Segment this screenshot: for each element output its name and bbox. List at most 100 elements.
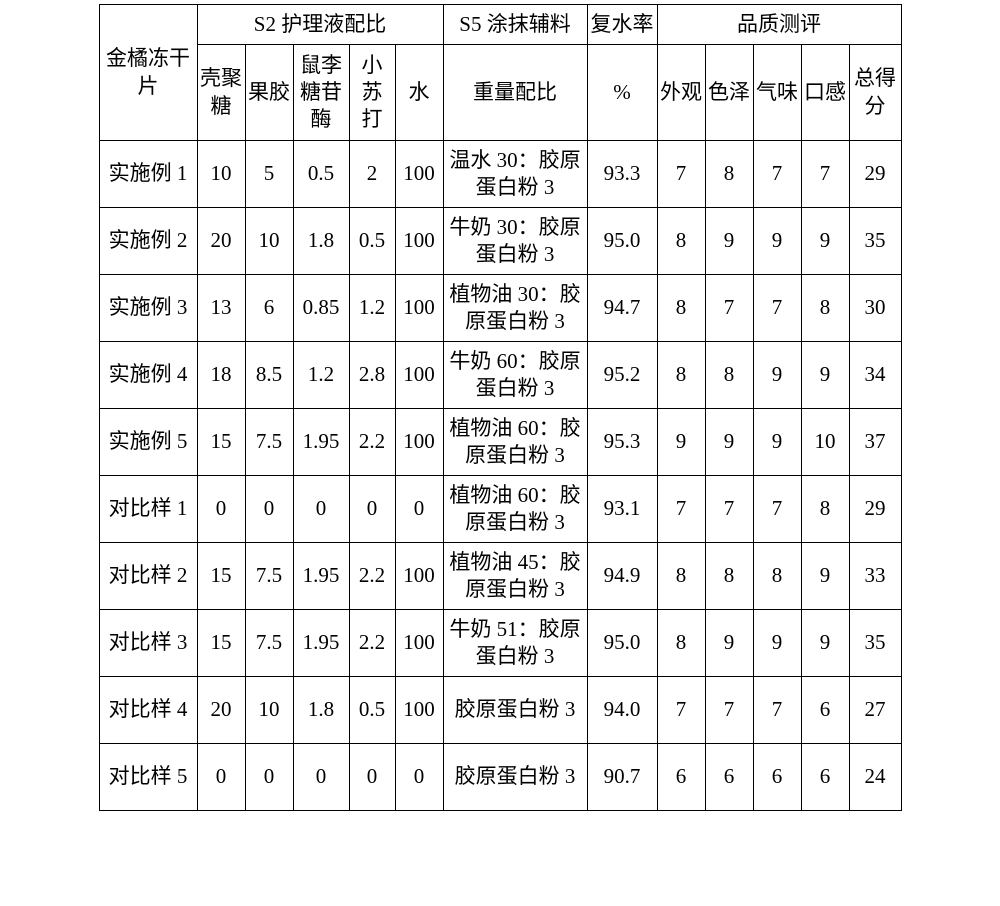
cell-s5: 胶原蛋白粉 3 xyxy=(443,677,587,744)
hdr-chitosan: 壳聚糖 xyxy=(197,45,245,141)
hdr-total: 总得分 xyxy=(849,45,901,141)
cell-chitosan: 13 xyxy=(197,275,245,342)
cell-rehydr: 94.9 xyxy=(587,543,657,610)
cell-total: 24 xyxy=(849,744,901,811)
cell-smell: 9 xyxy=(753,342,801,409)
hdr-smell: 气味 xyxy=(753,45,801,141)
cell-rowlabel: 对比样 3 xyxy=(99,610,197,677)
hdr-taste: 口感 xyxy=(801,45,849,141)
cell-rowlabel: 实施例 5 xyxy=(99,409,197,476)
cell-appearance: 7 xyxy=(657,141,705,208)
cell-water: 100 xyxy=(395,543,443,610)
cell-soda: 2.8 xyxy=(349,342,395,409)
cell-smell: 9 xyxy=(753,610,801,677)
cell-rowlabel: 对比样 4 xyxy=(99,677,197,744)
cell-rehydr: 94.7 xyxy=(587,275,657,342)
cell-taste: 9 xyxy=(801,208,849,275)
cell-color: 8 xyxy=(705,543,753,610)
cell-soda: 2.2 xyxy=(349,543,395,610)
cell-s5: 牛奶 60：胶原蛋白粉 3 xyxy=(443,342,587,409)
hdr-pectin: 果胶 xyxy=(245,45,293,141)
cell-total: 37 xyxy=(849,409,901,476)
cell-water: 0 xyxy=(395,476,443,543)
cell-pectin: 8.5 xyxy=(245,342,293,409)
cell-total: 35 xyxy=(849,610,901,677)
cell-appearance: 8 xyxy=(657,543,705,610)
table-row: 实施例 220101.80.5100牛奶 30：胶原蛋白粉 395.089993… xyxy=(99,208,901,275)
table-row: 对比样 3157.51.952.2100牛奶 51：胶原蛋白粉 395.0899… xyxy=(99,610,901,677)
cell-rowlabel: 对比样 5 xyxy=(99,744,197,811)
cell-total: 30 xyxy=(849,275,901,342)
cell-pectin: 0 xyxy=(245,476,293,543)
cell-s5: 温水 30：胶原蛋白粉 3 xyxy=(443,141,587,208)
cell-pectin: 0 xyxy=(245,744,293,811)
table-header: 金橘冻干片 S2 护理液配比 S5 涂抹辅料 复水率 品质测评 壳聚糖 果胶 鼠… xyxy=(99,5,901,141)
cell-soda: 0.5 xyxy=(349,208,395,275)
cell-enzyme: 1.8 xyxy=(293,208,349,275)
hdr-qual-group: 品质测评 xyxy=(657,5,901,45)
cell-pectin: 5 xyxy=(245,141,293,208)
table-row: 对比样 420101.80.5100胶原蛋白粉 394.0777627 xyxy=(99,677,901,744)
cell-color: 6 xyxy=(705,744,753,811)
cell-chitosan: 0 xyxy=(197,744,245,811)
hdr-enzyme: 鼠李糖苷酶 xyxy=(293,45,349,141)
table-row: 实施例 11050.52100温水 30：胶原蛋白粉 393.3787729 xyxy=(99,141,901,208)
cell-chitosan: 18 xyxy=(197,342,245,409)
cell-enzyme: 1.8 xyxy=(293,677,349,744)
cell-taste: 7 xyxy=(801,141,849,208)
cell-s5: 植物油 60：胶原蛋白粉 3 xyxy=(443,409,587,476)
cell-chitosan: 15 xyxy=(197,543,245,610)
cell-pectin: 10 xyxy=(245,208,293,275)
cell-chitosan: 20 xyxy=(197,208,245,275)
cell-enzyme: 0 xyxy=(293,744,349,811)
cell-total: 34 xyxy=(849,342,901,409)
table-row: 对比样 500000胶原蛋白粉 390.7666624 xyxy=(99,744,901,811)
cell-smell: 7 xyxy=(753,677,801,744)
cell-water: 100 xyxy=(395,208,443,275)
cell-rehydr: 93.3 xyxy=(587,141,657,208)
hdr-appearance: 外观 xyxy=(657,45,705,141)
hdr-soda: 小苏打 xyxy=(349,45,395,141)
cell-appearance: 7 xyxy=(657,476,705,543)
cell-color: 9 xyxy=(705,610,753,677)
cell-appearance: 8 xyxy=(657,610,705,677)
cell-soda: 0 xyxy=(349,476,395,543)
cell-enzyme: 0 xyxy=(293,476,349,543)
cell-taste: 9 xyxy=(801,543,849,610)
cell-water: 100 xyxy=(395,275,443,342)
hdr-s2-group: S2 护理液配比 xyxy=(197,5,443,45)
cell-appearance: 8 xyxy=(657,275,705,342)
cell-water: 100 xyxy=(395,342,443,409)
hdr-rehydr: % xyxy=(587,45,657,141)
cell-taste: 9 xyxy=(801,610,849,677)
cell-total: 29 xyxy=(849,141,901,208)
cell-enzyme: 1.95 xyxy=(293,610,349,677)
cell-chitosan: 20 xyxy=(197,677,245,744)
cell-soda: 1.2 xyxy=(349,275,395,342)
cell-taste: 6 xyxy=(801,744,849,811)
cell-rehydr: 95.2 xyxy=(587,342,657,409)
cell-total: 33 xyxy=(849,543,901,610)
data-table: 金橘冻干片 S2 护理液配比 S5 涂抹辅料 复水率 品质测评 壳聚糖 果胶 鼠… xyxy=(99,4,902,811)
cell-soda: 2.2 xyxy=(349,610,395,677)
cell-appearance: 8 xyxy=(657,342,705,409)
cell-rehydr: 95.3 xyxy=(587,409,657,476)
cell-smell: 8 xyxy=(753,543,801,610)
cell-enzyme: 0.85 xyxy=(293,275,349,342)
cell-appearance: 9 xyxy=(657,409,705,476)
cell-enzyme: 1.95 xyxy=(293,409,349,476)
cell-appearance: 8 xyxy=(657,208,705,275)
cell-water: 100 xyxy=(395,409,443,476)
cell-s5: 牛奶 51：胶原蛋白粉 3 xyxy=(443,610,587,677)
cell-total: 35 xyxy=(849,208,901,275)
table-row: 对比样 2157.51.952.2100植物油 45：胶原蛋白粉 394.988… xyxy=(99,543,901,610)
cell-s5: 植物油 30：胶原蛋白粉 3 xyxy=(443,275,587,342)
cell-color: 8 xyxy=(705,342,753,409)
cell-pectin: 7.5 xyxy=(245,409,293,476)
cell-water: 0 xyxy=(395,744,443,811)
cell-water: 100 xyxy=(395,141,443,208)
cell-chitosan: 15 xyxy=(197,610,245,677)
cell-soda: 0.5 xyxy=(349,677,395,744)
cell-color: 7 xyxy=(705,677,753,744)
cell-rowlabel: 实施例 1 xyxy=(99,141,197,208)
